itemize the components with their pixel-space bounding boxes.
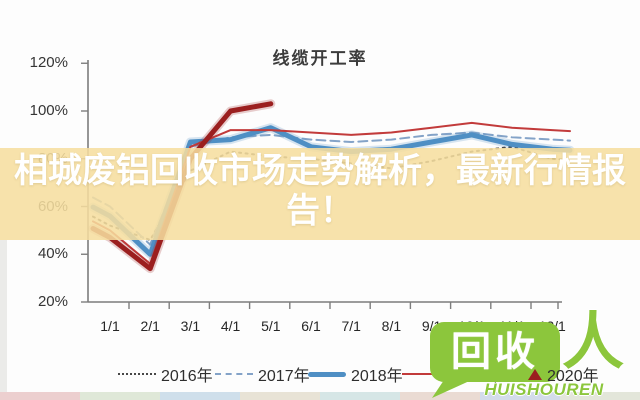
- y-tick-label: 100%: [29, 102, 68, 119]
- watermark-logo: 回收 人 HUISHOUREN: [424, 308, 634, 400]
- x-tick-label: 5/1: [261, 318, 281, 334]
- thumbnail-block: [0, 392, 80, 400]
- page-edge: [0, 240, 7, 400]
- x-tick-label: 7/1: [341, 318, 361, 334]
- legend-swatch: [118, 373, 156, 375]
- legend-item-2018年: 2018年: [308, 364, 403, 385]
- legend-item-2020年: 2020年: [528, 364, 599, 385]
- legend-label: 2016年: [161, 368, 213, 385]
- recycle-bubble: 回收: [430, 322, 560, 382]
- thumbnail-block: [400, 392, 480, 400]
- x-tick-label: 6/1: [301, 318, 321, 334]
- legend-label: 2017年: [258, 368, 310, 385]
- thumbnail-block: [560, 392, 640, 400]
- thumbnail-block: [80, 392, 160, 400]
- headline-line-1: 相城废铝回收市场走势解析，最新行情报: [14, 152, 626, 190]
- legend-label: 2020年: [547, 368, 599, 385]
- thumbnail-block: [480, 392, 560, 400]
- chart-title: 线缆开工率: [272, 49, 368, 68]
- legend-item-2017年: 2017年: [215, 364, 310, 385]
- legend-label: 2018年: [351, 368, 403, 385]
- headline-line-2: 告！: [286, 192, 354, 230]
- thumbnail-block: [240, 392, 320, 400]
- legend-swatch: [215, 373, 253, 375]
- legend-item-2016年: 2016年: [118, 364, 213, 385]
- legend-swatch: [308, 371, 346, 377]
- headline-text: 相城废铝回收市场走势解析，最新行情报 告！: [0, 151, 640, 231]
- x-tick-label: 8/1: [381, 318, 402, 334]
- thumbnail-block: [160, 392, 240, 400]
- headline-banner: [0, 148, 640, 240]
- thumbnail-strip: [0, 392, 640, 400]
- x-tick-label: 3/1: [180, 318, 201, 334]
- x-tick-label: 4/1: [220, 318, 241, 334]
- person-glyph: 人: [562, 308, 625, 377]
- thumbnail-block: [320, 392, 400, 400]
- x-tick-label: 2/1: [140, 318, 160, 334]
- bubble-text: 回收: [451, 330, 539, 374]
- brand-name: HUISHOUREN: [484, 380, 604, 399]
- y-tick-label: 20%: [37, 293, 68, 310]
- y-tick-label: 40%: [37, 245, 68, 263]
- y-tick-label: 120%: [29, 54, 68, 72]
- legend-swatch: [528, 368, 542, 380]
- legend-swatch: [402, 373, 446, 375]
- x-tick-label: 1/1: [100, 318, 120, 334]
